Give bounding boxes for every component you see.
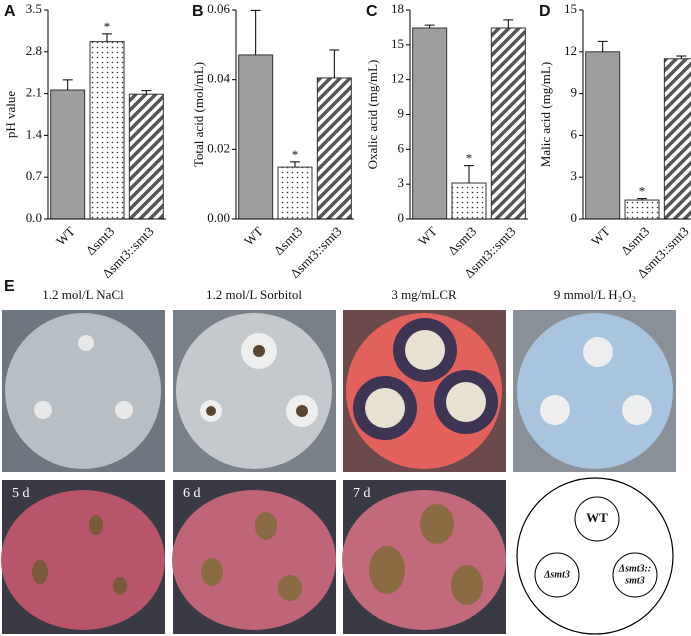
y-tick-label: 1.4 [26,126,43,141]
x-tick-label: WT [415,224,440,249]
bar [663,58,691,220]
error-bar [676,55,687,59]
bar [624,199,660,220]
diagram-label: WT [586,510,608,525]
bar [585,51,621,220]
y-axis-label: Total acid (mol/mL) [191,62,206,167]
error-bar [250,9,261,55]
error-bar [329,49,340,78]
plate-h2o2 [513,310,676,472]
y-tick-label: 6 [398,140,405,155]
y-tick-label: 0.0 [26,210,42,225]
error-bar [464,165,474,184]
apple-6d [172,480,336,634]
y-axis-label: Oxalic acid (mg/mL) [365,60,380,170]
y-tick-label: 0.7 [26,168,43,183]
bar [277,166,313,220]
plate-cr [343,310,506,472]
condition-label: 9 mmol/L H₂O₂ [554,287,636,302]
panel-label: E [4,278,15,295]
day-label: 5 d [12,486,30,501]
bar [451,182,487,220]
y-tick-label: 2.8 [26,43,42,58]
y-tick-label: 12 [564,43,577,58]
panel-label: C [366,3,378,20]
significance-mark: * [292,147,299,162]
y-tick-label: 2.1 [26,85,42,100]
x-tick-label: WT [53,224,78,249]
y-tick-label: 9 [571,85,578,100]
error-bar [102,33,112,42]
condition-label: 1.2 mol/L Sorbitol [206,287,302,302]
error-bar [637,198,647,201]
y-tick-label: 0 [571,210,578,225]
apple-5d [1,480,165,634]
x-tick-label: Δsmt3 [618,224,652,258]
day-label: 6 d [183,486,201,501]
significance-mark: * [639,184,646,199]
diagram-label: smt3 [624,575,644,586]
diagram-label: Δsmt3 [543,569,570,580]
y-tick-label: 3 [398,175,405,190]
day-label: 7 d [353,486,371,501]
x-tick-label: WT [588,224,613,249]
condition-label: 3 mg/mLCR [391,287,457,302]
diagram-label: Δsmt3:: [618,563,651,574]
y-tick-label: 0.00 [207,210,230,225]
y-tick-label: 15 [391,36,404,51]
bar [316,77,352,220]
error-bar [597,40,608,52]
y-axis-label: pH value [3,91,18,139]
panel-label: D [539,3,551,20]
x-tick-label: WT [241,224,266,249]
condition-label: 1.2 mol/L NaCl [42,287,124,302]
bar [490,27,526,220]
error-bar [290,161,300,168]
x-tick-label: Δsmt3 [445,224,479,258]
plate-sorbitol [173,310,336,472]
inoculation-diagram: WT Δsmt3 Δsmt3:: smt3 [516,477,674,635]
y-tick-label: 3 [571,168,578,183]
y-tick-label: 0.04 [207,71,230,86]
x-tick-label: Δsmt3 [271,224,305,258]
y-tick-label: 15 [564,1,577,16]
y-tick-label: 3.5 [26,1,42,16]
y-tick-label: 6 [571,126,578,141]
y-tick-label: 0.02 [207,140,230,155]
plate-nacl [2,310,165,472]
panel-label: A [4,3,16,20]
error-bar [141,90,152,95]
x-tick-label: Δsmt3 [83,224,117,258]
y-tick-label: 12 [391,71,404,86]
bar [128,93,164,220]
bar [238,54,274,220]
y-tick-label: 18 [391,1,404,16]
bar [89,41,125,220]
y-tick-label: 0 [398,210,405,225]
significance-mark: * [104,19,111,34]
bar [412,27,448,220]
y-axis-label: Malic acid (mg/mL) [538,62,553,167]
apple-7d [342,480,506,634]
y-tick-label: 0.06 [207,1,230,16]
error-bar [424,24,435,28]
error-bar [503,19,514,28]
bar [50,89,86,220]
error-bar [62,79,73,91]
significance-mark: * [466,151,473,166]
panel-label: B [192,3,204,20]
y-tick-label: 9 [398,105,405,120]
